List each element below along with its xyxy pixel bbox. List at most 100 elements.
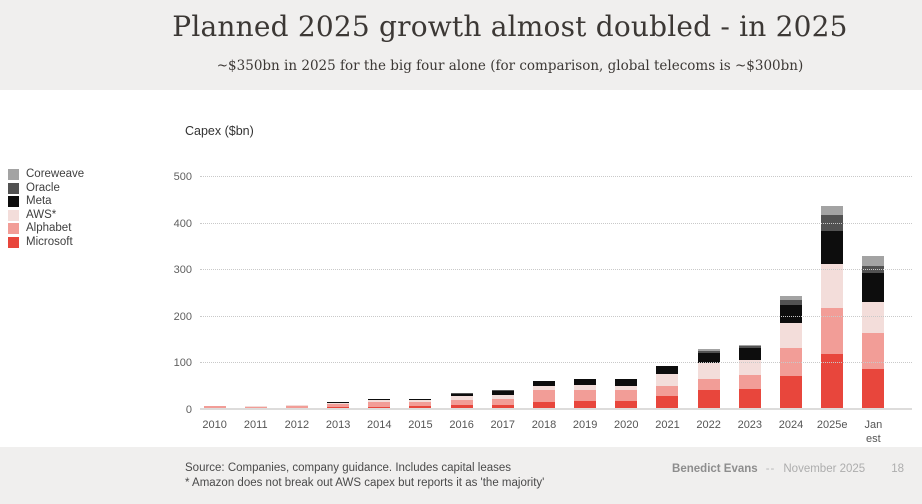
page-subtitle: ~$350bn in 2025 for the big four alone (… — [216, 58, 804, 74]
bar-segment-alphabet — [574, 389, 597, 402]
y-tick-label: 200 — [173, 310, 192, 323]
bar-segment-meta — [574, 378, 597, 386]
y-gridline — [200, 362, 912, 364]
legend-label: Coreweave — [26, 168, 85, 180]
bars-row: 2010 2011 2012 2013 2014 2015 2016 2017 2018 2019… — [194, 176, 894, 473]
legend-item-coreweave: Coreweave — [8, 168, 84, 181]
bar-segment-meta — [821, 230, 844, 265]
y-tick-label: 300 — [173, 264, 192, 277]
bar-segment-alphabet — [821, 307, 844, 355]
bar-segment-aws — [738, 360, 761, 376]
y-tick-label: 100 — [173, 357, 192, 370]
legend-swatch — [8, 182, 19, 194]
bar-segment-microsoft — [574, 401, 597, 409]
bar-segment-alphabet — [409, 402, 432, 407]
y-gridline — [200, 315, 912, 317]
bar-segment-aws — [697, 363, 720, 379]
bar-slot-2025e: 2025e — [812, 176, 853, 431]
bar-segment-meta — [532, 380, 555, 386]
bar-segment-coreweave — [738, 345, 761, 347]
legend-label: AWS* — [26, 208, 57, 221]
bar-segment-coreweave — [821, 205, 844, 216]
bar-segment-meta — [368, 399, 391, 401]
footer-band: Source: Companies, company guidance. Inc… — [0, 447, 922, 504]
bar-segment-coreweave — [697, 349, 720, 351]
x-tick-label: 2024 — [778, 419, 804, 431]
bar-segment-alphabet — [203, 406, 226, 409]
credit-dash: -- — [765, 463, 776, 475]
bar-segment-meta — [409, 398, 432, 401]
legend-label: Oracle — [26, 181, 60, 194]
bar-segment-meta — [656, 365, 679, 374]
bar-segment-microsoft — [368, 406, 391, 409]
stacked-bar — [615, 379, 638, 409]
y-tick-label: 0 — [185, 404, 192, 416]
legend-swatch — [8, 196, 19, 207]
bar-segment-microsoft — [656, 395, 679, 409]
bar-segment-alphabet — [244, 406, 267, 409]
bar-slot-2018: 2018 — [523, 176, 564, 431]
legend-item-oracle: Oracle — [8, 182, 84, 195]
page-title: Planned 2025 growth almost doubled - in … — [172, 10, 848, 43]
bar-segment-meta — [327, 401, 350, 403]
x-tick-label: 2012 — [284, 419, 310, 431]
bar-segment-oracle — [491, 390, 514, 392]
bar-segment-aws — [779, 322, 802, 349]
stacked-bar — [779, 296, 802, 409]
bar-segment-meta — [450, 394, 473, 397]
bar-slot-2013: 2013 — [318, 176, 359, 431]
legend-swatch — [8, 209, 19, 221]
legend-item-microsoft: Microsoft — [8, 236, 84, 249]
bar-segment-aws — [862, 301, 885, 333]
x-tick-label: 2010 — [202, 419, 227, 431]
bar-slot-2021: 2021 — [647, 176, 688, 431]
x-tick-label: 2017 — [490, 419, 516, 431]
bar-segment-aws — [285, 405, 308, 407]
source-note: Source: Companies, company guidance. Inc… — [185, 461, 544, 491]
bar-slot-2010: 2010 — [194, 176, 235, 431]
bar-slot-2014: 2014 — [359, 176, 400, 431]
legend-item-meta: Meta — [8, 195, 84, 208]
bar-segment-alphabet — [862, 332, 885, 369]
bar-segment-aws — [615, 385, 638, 391]
legend-label: Microsoft — [26, 235, 73, 248]
bar-segment-aws — [368, 400, 391, 403]
legend-label: Alphabet — [26, 222, 72, 234]
bar-segment-alphabet — [532, 389, 555, 402]
bar-slot-2012: 2012 — [276, 176, 317, 431]
bar-segment-aws — [450, 396, 473, 401]
bar-segment-alphabet — [285, 406, 308, 408]
x-tick-label: 2015 — [408, 419, 433, 431]
stacked-bar — [656, 365, 679, 409]
bar-slot-jan-est-for-2025: Jan est for 2025 — [853, 176, 894, 473]
x-tick-label: 2022 — [696, 419, 721, 431]
source-line-1: Source: Companies, company guidance. Inc… — [185, 462, 512, 474]
bar-segment-meta — [615, 379, 638, 386]
y-gridline — [200, 222, 912, 224]
bar-segment-meta — [779, 304, 802, 323]
bar-slot-2024: 2024 — [770, 176, 811, 431]
stacked-bar — [409, 398, 432, 409]
stacked-bar — [368, 399, 391, 409]
legend-item-alphabet: Alphabet — [8, 222, 84, 235]
bar-segment-aws — [327, 402, 350, 404]
bar-segment-microsoft — [821, 354, 844, 409]
bar-segment-meta — [697, 353, 720, 364]
x-tick-label: 2025e — [816, 419, 848, 431]
stacked-bar — [574, 378, 597, 409]
bar-segment-alphabet — [368, 402, 391, 407]
bar-segment-coreweave — [779, 296, 802, 301]
y-gridline — [200, 269, 912, 271]
x-tick-label: 2019 — [572, 419, 598, 431]
bar-slot-2016: 2016 — [441, 176, 482, 431]
y-gridline — [200, 176, 912, 177]
bar-segment-microsoft — [697, 390, 720, 409]
bar-slot-2019: 2019 — [565, 176, 606, 431]
bar-segment-alphabet — [697, 378, 720, 391]
bar-segment-oracle — [738, 346, 761, 349]
bar-segment-alphabet — [615, 390, 638, 401]
bar-segment-microsoft — [409, 406, 432, 409]
x-tick-label: 2011 — [243, 419, 268, 431]
legend-label: Meta — [26, 195, 52, 207]
bar-segment-alphabet — [327, 403, 350, 408]
